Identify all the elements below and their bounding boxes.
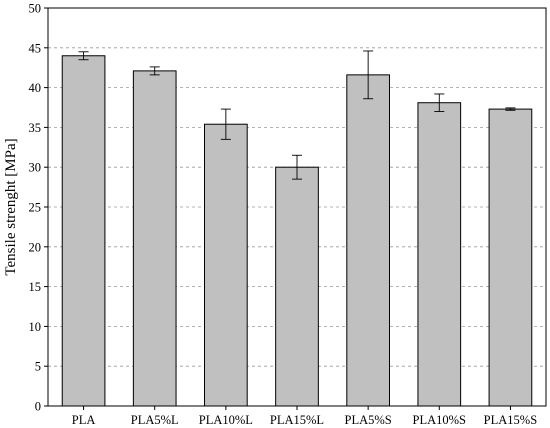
bar xyxy=(132,70,177,407)
x-axis: PLA PLA5%L PLA10%L PLA15%L PLA5%S PLA10%S PLA1… xyxy=(72,406,537,427)
y-tick-label: 50 xyxy=(29,2,42,16)
x-tick-label: PLA5%L xyxy=(131,413,179,427)
y-tick-label: 10 xyxy=(29,320,42,334)
x-tick-label: PLA xyxy=(72,413,96,427)
bar xyxy=(417,102,462,407)
y-tick-label: 15 xyxy=(29,280,42,294)
bar xyxy=(346,74,390,407)
bar xyxy=(488,108,533,407)
x-tick-label: PLA10%S xyxy=(413,413,467,427)
x-tick-label: PLA10%L xyxy=(199,413,253,427)
y-tick-label: 40 xyxy=(29,81,42,95)
bar xyxy=(61,55,106,407)
y-tick-label: 0 xyxy=(35,400,41,414)
y-tick-label: 5 xyxy=(35,360,41,374)
y-axis: 0 5 10 15 20 25 30 35 40 45 50 xyxy=(29,2,48,414)
y-tick-label: 35 xyxy=(29,121,42,135)
y-tick-label: 30 xyxy=(29,161,42,175)
x-tick-label: PLA15%S xyxy=(484,413,538,427)
bar xyxy=(204,123,248,407)
y-tick-label: 25 xyxy=(29,201,42,215)
x-tick-label: PLA15%L xyxy=(270,413,324,427)
x-tick-label: PLA5%S xyxy=(345,413,392,427)
y-tick-label: 45 xyxy=(29,41,42,55)
bar xyxy=(275,166,319,407)
y-axis-title: Tensile strenght [MPa] xyxy=(3,138,19,275)
y-tick-label: 20 xyxy=(29,240,42,254)
error-bars xyxy=(78,50,516,180)
bars xyxy=(61,55,533,407)
